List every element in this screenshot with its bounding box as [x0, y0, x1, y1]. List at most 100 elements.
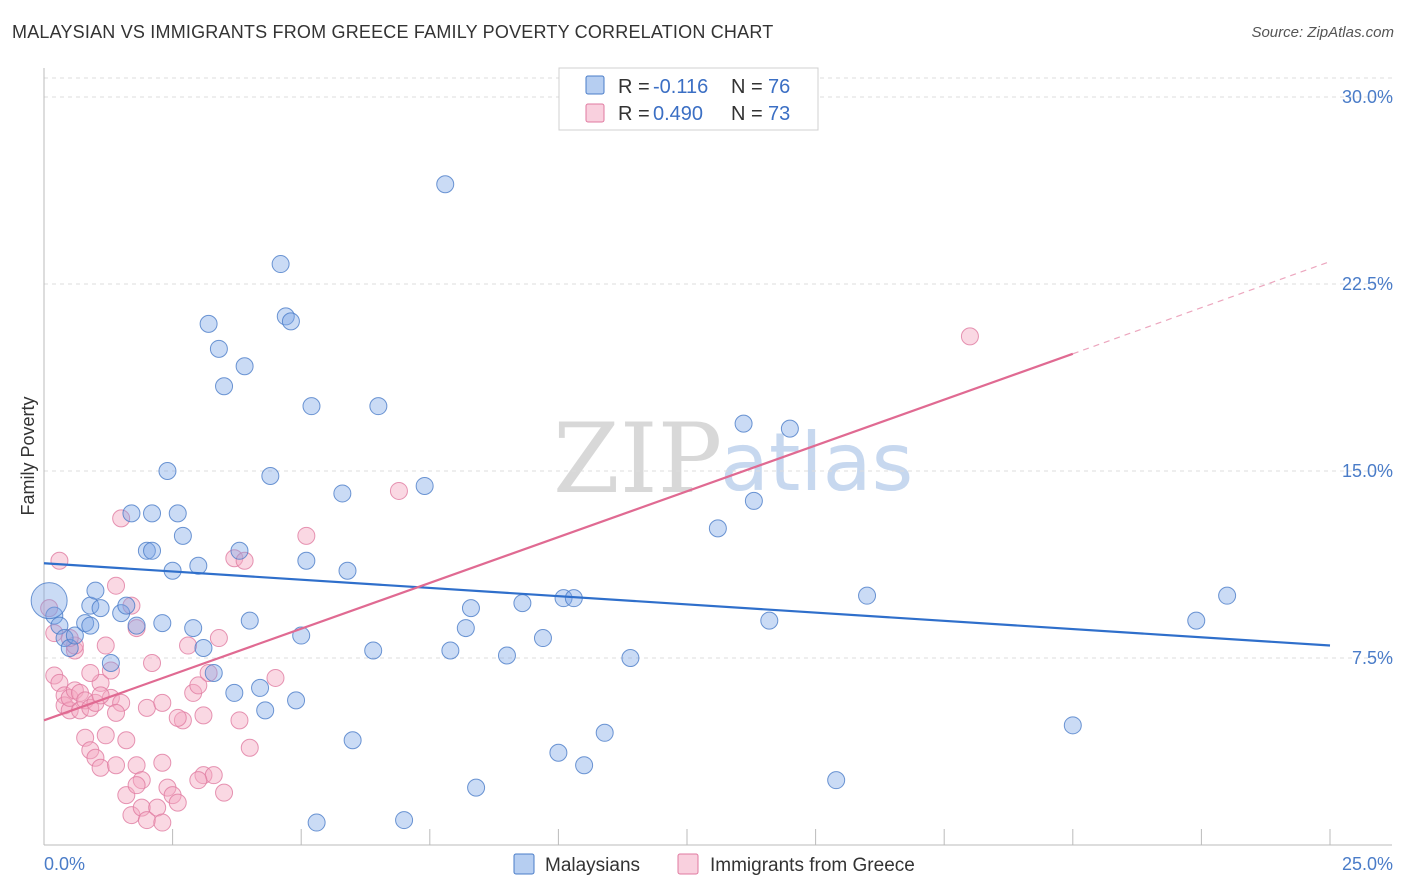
point-malaysians-13	[127, 616, 146, 635]
point-greece-72	[60, 629, 79, 648]
point-malaysians-18	[153, 614, 172, 633]
y-tick-labels: 7.5% 15.0% 22.5% 30.0%	[1342, 87, 1393, 668]
point-malaysians-16	[143, 541, 162, 560]
y-tick-label-2: 22.5%	[1342, 274, 1393, 294]
point-malaysians-63	[575, 756, 594, 775]
point-greece-50	[194, 766, 213, 785]
point-greece-45	[168, 793, 187, 812]
point-greece-62	[389, 481, 408, 500]
point-greece-26	[107, 576, 126, 595]
point-malaysians-14	[122, 504, 141, 523]
point-malaysians-42	[297, 551, 316, 570]
point-malaysians-10	[101, 653, 120, 672]
point-greece-21	[96, 726, 115, 745]
point-malaysians-6	[81, 616, 100, 635]
point-malaysians-37	[271, 255, 290, 274]
point-greece-35	[132, 771, 151, 790]
point-malaysians-61	[554, 589, 573, 608]
point-malaysians-48	[364, 641, 383, 660]
point-greece-55	[215, 783, 234, 802]
point-malaysians-26	[199, 314, 218, 333]
point-greece-29	[117, 731, 136, 750]
point-malaysians-27	[204, 663, 223, 682]
point-malaysians-69	[760, 611, 779, 630]
point-greece-69	[153, 813, 172, 832]
point-malaysians-43	[302, 397, 321, 416]
legend-r-label-0: R =	[618, 76, 650, 98]
legend-r-label-1: R =	[618, 103, 650, 125]
y-tick-label-0: 7.5%	[1352, 648, 1393, 668]
point-malaysians-22	[173, 526, 192, 545]
point-greece-60	[266, 668, 285, 687]
legend-swatch-malaysians	[585, 75, 605, 95]
y-axis-label: Family Poverty	[18, 396, 38, 515]
point-malaysians-44	[307, 813, 326, 832]
point-malaysians-47	[343, 731, 362, 750]
point-greece-27	[112, 509, 131, 528]
point-malaysians-15	[137, 541, 156, 560]
chart-title: MALAYSIAN VS IMMIGRANTS FROM GREECE FAMI…	[12, 22, 774, 42]
point-malaysians-54	[456, 619, 475, 638]
point-greece-54	[209, 629, 228, 648]
legend-r-value-1: 0.490	[653, 103, 703, 125]
watermark-zip: ZIP	[553, 403, 722, 515]
point-malaysians-8	[86, 581, 105, 600]
point-greece-71	[189, 771, 208, 790]
point-greece-52	[199, 663, 218, 682]
trend-lines	[43, 260, 1331, 722]
y-tick-label-1: 15.0%	[1342, 461, 1393, 481]
trend-line-greece-extension	[1072, 260, 1331, 355]
x-tick-label-0: 0.0%	[44, 854, 85, 874]
legend-n-value-0: 76	[768, 76, 790, 98]
legend-n-label-0: N =	[731, 76, 763, 98]
point-malaysians-4	[65, 626, 84, 645]
point-greece-68	[127, 776, 146, 795]
axes	[43, 68, 1392, 846]
point-malaysians-72	[858, 586, 877, 605]
point-malaysians-19	[158, 462, 177, 480]
point-malaysians-73	[1063, 716, 1082, 735]
trend-line-greece	[43, 352, 1074, 722]
trend-line-malaysians	[43, 562, 1331, 647]
point-malaysians-33	[240, 611, 259, 630]
watermark-atlas: atlas	[720, 416, 913, 509]
point-greece-4	[50, 551, 69, 570]
point-malaysians-9	[91, 599, 110, 618]
point-malaysians-57	[497, 646, 516, 665]
point-malaysians-70	[780, 419, 799, 438]
point-malaysians-60	[549, 743, 568, 762]
point-malaysians-17	[143, 504, 162, 523]
chart-source: Source: ZipAtlas.com	[1251, 24, 1394, 41]
point-malaysians-65	[621, 649, 640, 667]
point-greece-28	[112, 693, 131, 712]
point-greece-65	[81, 663, 100, 682]
point-greece-42	[153, 693, 172, 712]
point-malaysians-34	[251, 678, 270, 697]
point-malaysians-25	[194, 639, 213, 658]
point-greece-49	[189, 676, 208, 695]
point-malaysians-51	[415, 476, 434, 495]
point-malaysians-52	[436, 175, 455, 194]
point-malaysians-21	[168, 504, 187, 523]
point-malaysians-38	[276, 307, 295, 326]
point-greece-53	[204, 766, 223, 785]
bottom-legend-swatch-greece	[677, 853, 699, 875]
y-tick-label-3: 30.0%	[1342, 87, 1393, 107]
point-malaysians-35	[256, 701, 275, 720]
point-malaysians-31	[230, 541, 249, 560]
point-malaysians-68	[744, 491, 763, 510]
point-greece-18	[86, 748, 105, 767]
point-greece-23	[101, 661, 120, 680]
point-greece-39	[143, 653, 162, 672]
point-malaysians-40	[287, 691, 306, 710]
point-malaysians-45	[333, 484, 352, 503]
point-greece-40	[148, 798, 167, 817]
point-greece-25	[107, 756, 126, 775]
point-greece-22	[96, 636, 115, 655]
point-malaysians-30	[225, 683, 244, 702]
point-malaysians-64	[595, 723, 614, 742]
point-greece-70	[168, 708, 187, 727]
point-greece-57	[230, 711, 249, 730]
legend-swatch-greece	[585, 103, 605, 123]
